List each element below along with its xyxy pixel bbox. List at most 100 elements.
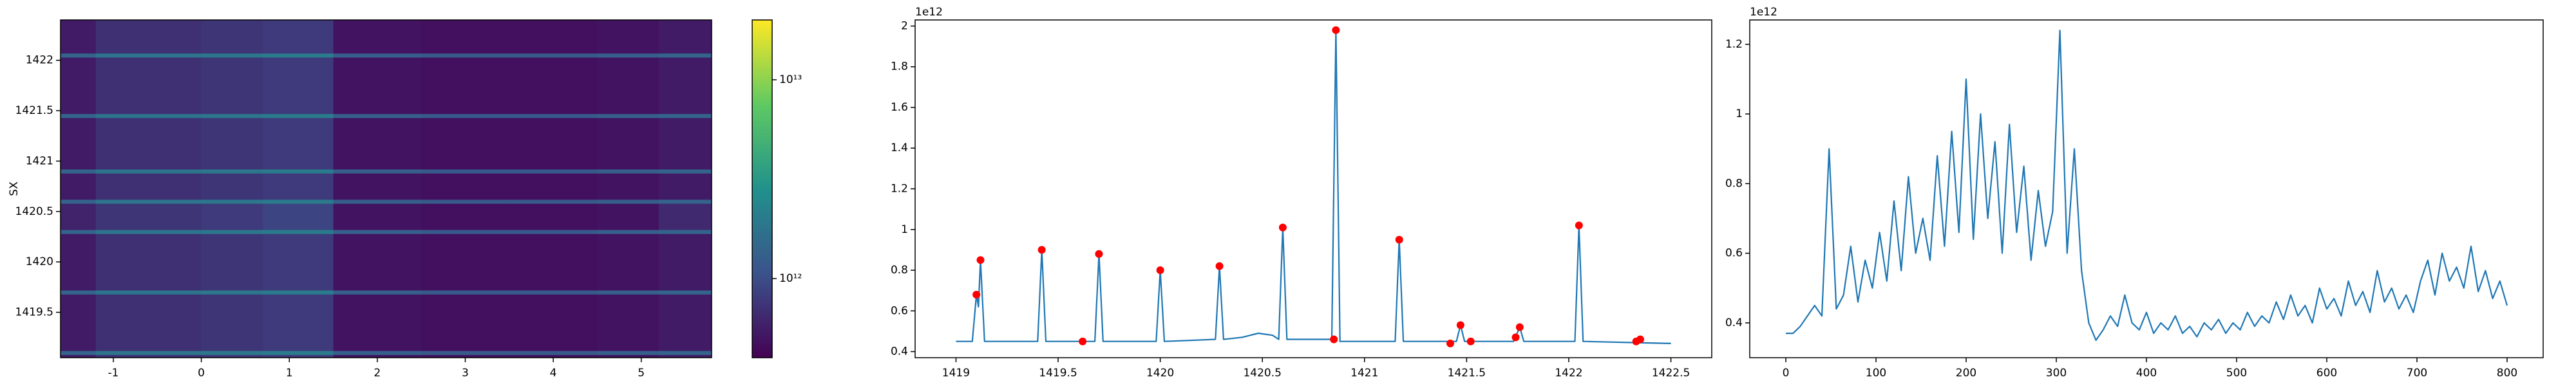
colorbar-strip (752, 236, 772, 240)
heatmap-cell (597, 199, 659, 204)
colorbar-strip (752, 231, 772, 235)
colorbar-strip (752, 37, 772, 41)
heatmap-cell (263, 20, 334, 54)
colorbar-strip (752, 70, 772, 74)
heatmap-cell (263, 351, 334, 355)
heatmap-cell (61, 118, 97, 170)
heatmap-cell (597, 351, 659, 355)
heatmap-cell (61, 354, 97, 358)
heatmap-cell (333, 118, 422, 170)
colorbar-strip (752, 262, 772, 266)
x-tick-label: 1420.5 (1243, 367, 1281, 380)
colorbar-strip (752, 256, 772, 260)
heatmap-cell (95, 290, 202, 295)
colorbar-strip (752, 211, 772, 215)
heatmap-cell (95, 173, 202, 200)
y-axis-label: SX (8, 181, 21, 196)
colorbar-strip (752, 253, 772, 257)
heatmap-cell (61, 229, 97, 234)
heatmap-cell (95, 53, 202, 58)
heatmap-cell (333, 20, 422, 54)
heatmap-cell (597, 169, 659, 174)
x-tick-label: 400 (2136, 367, 2157, 380)
colorbar-strip (752, 82, 772, 86)
colorbar-strip (752, 326, 772, 330)
colorbar-strip (752, 113, 772, 116)
x-tick-label: 0 (1783, 367, 1790, 380)
heatmap-cell (263, 294, 334, 351)
heatmap-cell (597, 354, 659, 358)
colorbar-strip (752, 287, 772, 291)
heatmap-cell (263, 354, 334, 358)
y-tick-label: 1420 (26, 255, 53, 268)
colorbar-strip (752, 217, 772, 221)
x-tick-label: 5 (638, 367, 645, 380)
heatmap-cell (333, 199, 422, 204)
heatmap-cell (509, 113, 598, 118)
heatmap-cell (421, 173, 510, 200)
heatmap-cell (263, 118, 334, 170)
heatmap-cell (201, 354, 263, 358)
colorbar-strip (752, 160, 772, 164)
heatmap-cell (61, 113, 97, 118)
heatmap-cell (61, 290, 97, 295)
x-tick-label: 3 (462, 367, 469, 380)
heatmap-cell (509, 199, 598, 204)
peak-marker (1037, 246, 1046, 254)
colorbar-strip (752, 39, 772, 43)
x-tick-label: 1422.5 (1652, 367, 1690, 380)
colorbar-strip (752, 158, 772, 161)
heatmap-cell (597, 203, 659, 230)
heatmap-cell (333, 57, 422, 115)
colorbar-strip (752, 197, 772, 201)
x-tick-label: 500 (2226, 367, 2247, 380)
colorbar-strip (752, 307, 772, 311)
heatmap-cell (509, 57, 598, 115)
heatmap-cell (597, 234, 659, 291)
heatmap-cell (421, 20, 510, 54)
data-line (956, 29, 1671, 344)
heatmap-cell (509, 173, 598, 200)
colorbar-strip (752, 166, 772, 170)
heatmap-cell (95, 57, 202, 115)
colorbar-strip (752, 107, 772, 111)
heatmap-cell (201, 199, 263, 204)
y-offset-label: 1e12 (915, 6, 943, 19)
peak-marker (1079, 337, 1087, 345)
x-tick-label: 1420 (1146, 367, 1174, 380)
peak-marker (1330, 335, 1338, 344)
peak-marker (1215, 262, 1224, 270)
colorbar-tick-label: 10¹³ (779, 73, 802, 86)
y-tick-label: 0.4 (891, 345, 908, 358)
heatmap-cell (333, 229, 422, 234)
colorbar-strip (752, 354, 772, 358)
heatmap-cell (95, 234, 202, 291)
axes-frame (60, 19, 712, 358)
colorbar-strip (752, 172, 772, 176)
colorbar-strip (752, 90, 772, 94)
y-tick-label: 1 (901, 223, 908, 236)
x-tick-label: 1421 (1350, 367, 1378, 380)
colorbar-strip (752, 65, 772, 68)
colorbar-strip (752, 346, 772, 350)
peak-marker (1575, 221, 1583, 230)
peak-marker (972, 290, 981, 299)
heatmap-cell (263, 234, 334, 291)
heatmap-cell (659, 234, 712, 291)
heatmap-cell (509, 203, 598, 230)
colorbar-strip (752, 84, 772, 88)
heatmap-cell (421, 203, 510, 230)
colorbar-strip (752, 76, 772, 80)
colorbar-strip (752, 178, 772, 181)
colorbar-strip (752, 281, 772, 285)
colorbar-strip (752, 273, 772, 277)
colorbar-strip (752, 174, 772, 178)
y-tick-label: 1.6 (891, 101, 908, 114)
heatmap-cell (659, 351, 712, 355)
heatmap-cell (61, 351, 97, 355)
colorbar-strip (752, 42, 772, 46)
heatmap-cell (263, 173, 334, 200)
x-tick-label: 1 (286, 367, 293, 380)
colorbar-strip (752, 59, 772, 63)
